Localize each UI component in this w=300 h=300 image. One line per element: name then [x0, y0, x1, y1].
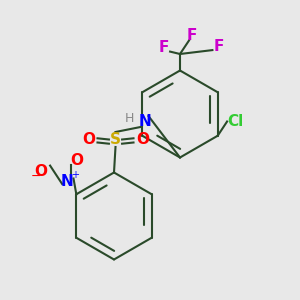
Text: O: O	[136, 132, 149, 147]
Text: N: N	[61, 174, 74, 189]
Text: H: H	[124, 112, 134, 125]
Text: F: F	[214, 39, 224, 54]
Text: Cl: Cl	[227, 114, 244, 129]
Text: −: −	[31, 170, 41, 183]
Text: O: O	[82, 132, 95, 147]
Text: O: O	[34, 164, 47, 178]
Text: F: F	[187, 28, 197, 44]
Text: +: +	[71, 170, 79, 180]
Text: O: O	[70, 153, 83, 168]
Text: S: S	[110, 132, 121, 147]
Text: N: N	[139, 114, 152, 129]
Text: F: F	[158, 40, 169, 56]
